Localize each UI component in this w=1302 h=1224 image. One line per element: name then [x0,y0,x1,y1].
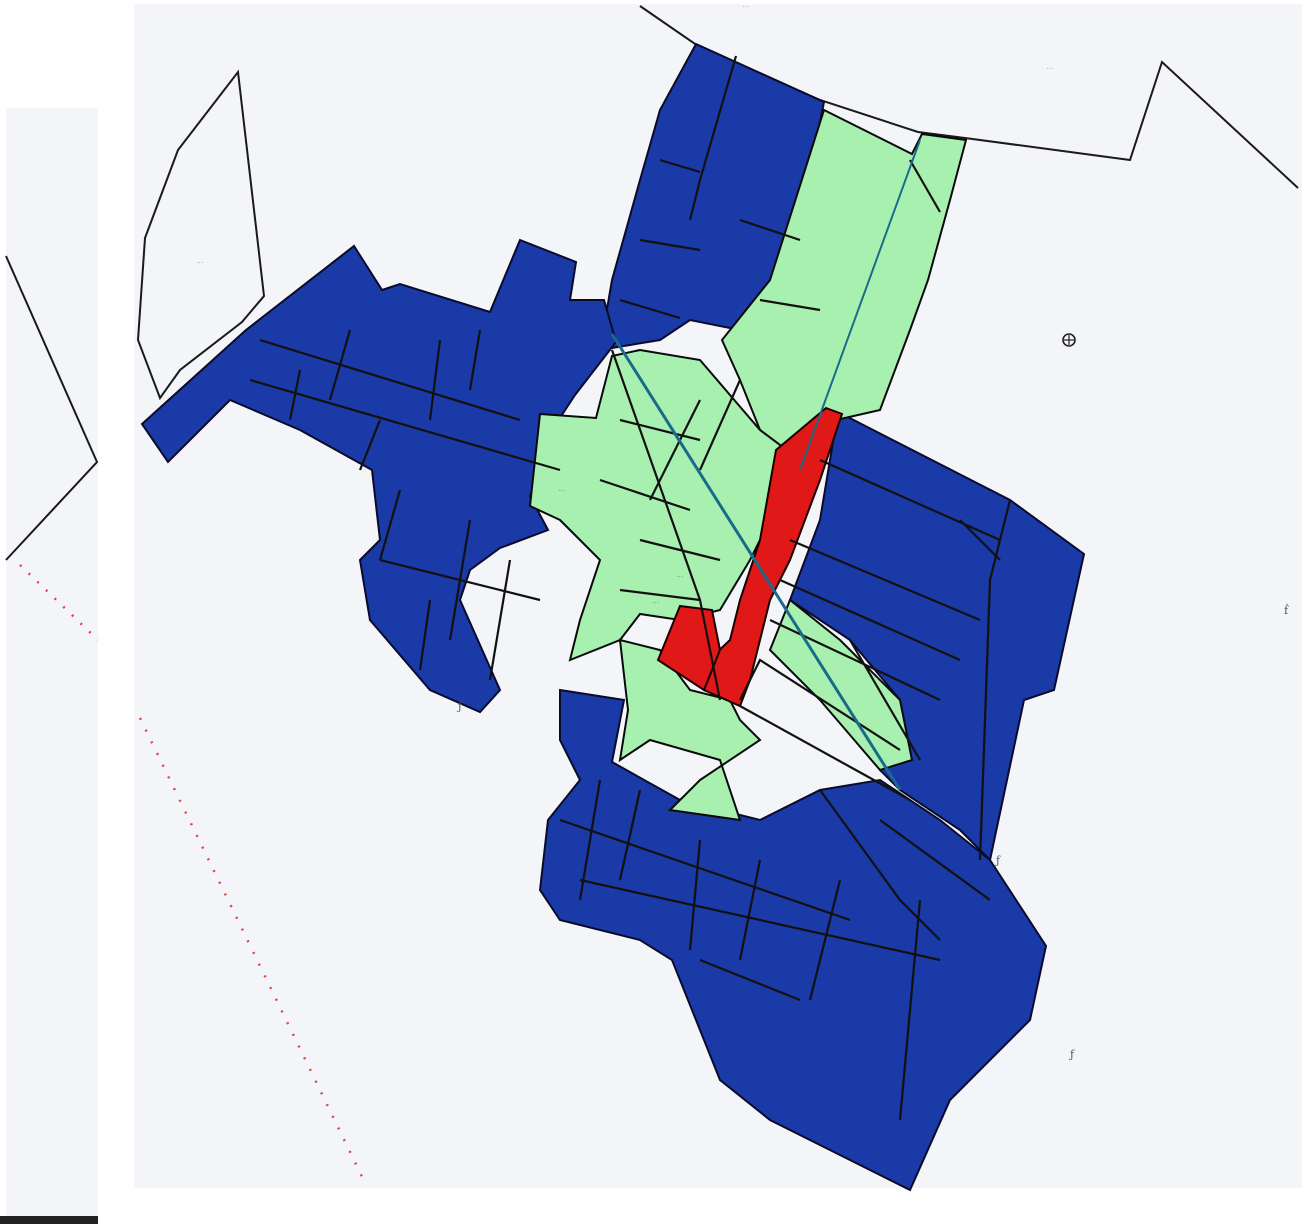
green-south-strip [618,638,762,822]
green-north-strip [720,108,968,462]
northwest-parcel-outline [136,69,266,401]
top-parcel-label: ··· [742,4,749,9]
left-parcel-label: ··· [196,260,203,265]
blue-south-block [538,688,1048,1192]
left-sheet-boundary [5,255,99,561]
bottom-edge [0,1216,98,1224]
compass-circle-icon [1062,333,1076,347]
right-margin-mark: ḟ [1284,603,1289,617]
green-parcel-west-label: ··· [558,488,565,493]
zone-green [528,108,968,822]
green-center-block [528,348,802,662]
parcel-division-lines [249,55,1012,1121]
green-parcel-south-label: ··· [652,600,659,605]
survey-diagonal-line [610,333,902,791]
top-right-parcel-label: ··· [1046,66,1053,71]
zone-blue [140,42,1086,1192]
left-sheet [6,108,98,1220]
east-pencil-mark: ƒ [994,854,1001,867]
survey-north-line [799,139,921,471]
blue-west-block [140,238,618,714]
southwest-pencil-mark: ƒ [456,700,463,713]
southeast-pencil-mark: ƒ [1068,1048,1075,1061]
green-parcel-center-label: ··· [676,574,683,579]
